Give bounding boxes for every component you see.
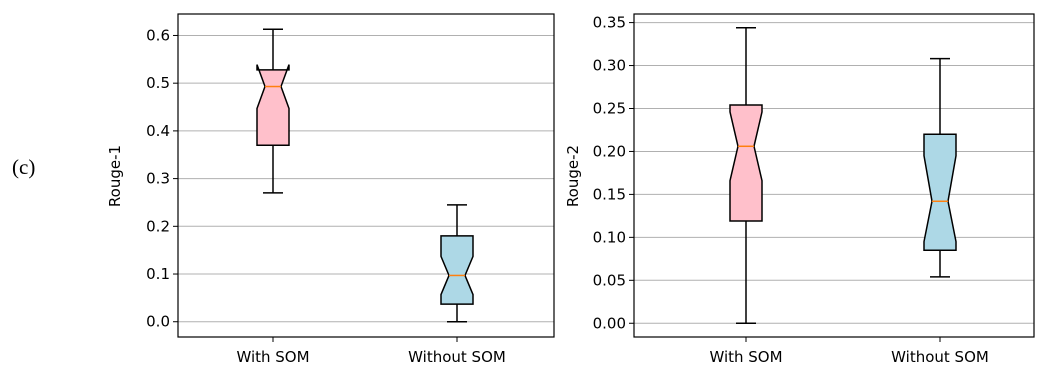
y-tick-label: 0.2 bbox=[146, 217, 170, 235]
y-tick-label: 0.4 bbox=[146, 122, 170, 140]
y-tick-label: 0.00 bbox=[593, 314, 626, 332]
panel-label: (c) bbox=[12, 155, 36, 179]
box-2 bbox=[923, 57, 957, 278]
chart-panel-1: 0.0 0.1 0.2 0.3 0.4 0.5 0.6 Rouge-1 With SOM With… bbox=[106, 13, 555, 366]
y-tick-label: 0.15 bbox=[593, 185, 626, 203]
y-tick-label: 0.10 bbox=[593, 228, 626, 246]
box-2 bbox=[440, 204, 474, 323]
y-tick-label: 0.6 bbox=[146, 26, 170, 44]
plot-frame bbox=[633, 13, 1035, 338]
y-tick-label: 0.30 bbox=[593, 57, 626, 75]
chart-panel-2: 0.00 0.05 0.10 0.15 0.20 0.25 0.30 0.35 Rouge-2 W… bbox=[564, 13, 1035, 366]
y-tick-label: 0.3 bbox=[146, 170, 170, 188]
y-tick-label: 0.5 bbox=[146, 74, 170, 92]
x-tick-label: With SOM bbox=[709, 348, 782, 366]
x-tick-label: Without SOM bbox=[891, 348, 989, 366]
box-body bbox=[440, 235, 474, 305]
y-tick-label: 0.25 bbox=[593, 99, 626, 117]
y-tick-label: 0.1 bbox=[146, 265, 170, 283]
box-body bbox=[923, 133, 957, 251]
y-tick-label: 0.35 bbox=[593, 14, 626, 32]
plot-frame bbox=[177, 13, 555, 338]
y-tick-label: 0.0 bbox=[146, 313, 170, 331]
x-tick-label: With SOM bbox=[236, 348, 309, 366]
x-tick-label: Without SOM bbox=[408, 348, 506, 366]
box-body bbox=[256, 64, 290, 146]
box-1 bbox=[256, 28, 290, 194]
box-body bbox=[729, 104, 763, 222]
y-axis-label: Rouge-1 bbox=[106, 145, 124, 207]
y-tick-label: 0.05 bbox=[593, 271, 626, 289]
y-axis-label: Rouge-2 bbox=[564, 145, 582, 207]
y-tick-label: 0.20 bbox=[593, 142, 626, 160]
box-1 bbox=[729, 26, 763, 325]
